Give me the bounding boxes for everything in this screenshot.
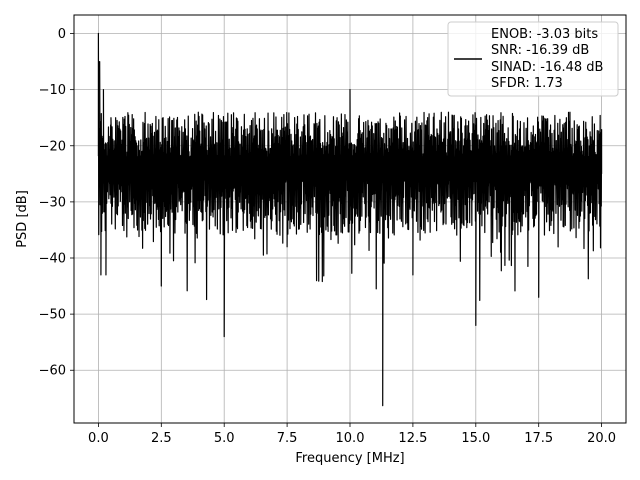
psd-series-line	[97, 32, 603, 407]
y-tick-label: 0	[58, 27, 66, 42]
y-axis-ticks: 0 −10 −20 −30 −40 −50 −60	[39, 27, 74, 379]
legend-snr: SNR: -16.39 dB	[491, 43, 589, 58]
y-tick-label: −40	[39, 252, 66, 267]
x-tick-label: 15.0	[461, 431, 490, 446]
y-tick-label: −60	[39, 364, 66, 379]
x-tick-label: 12.5	[398, 431, 427, 446]
x-tick-label: 20.0	[587, 431, 616, 446]
series-layer	[97, 32, 603, 407]
x-tick-label: 2.5	[151, 431, 172, 446]
y-tick-label: −20	[39, 139, 66, 154]
legend-sinad: SINAD: -16.48 dB	[491, 60, 603, 75]
x-axis-title: Frequency [MHz]	[295, 451, 404, 466]
y-tick-label: −10	[39, 83, 66, 98]
y-tick-label: −50	[39, 308, 66, 323]
legend: ENOB: -3.03 bits SNR: -16.39 dB SINAD: -…	[447, 21, 619, 97]
y-tick-label: −30	[39, 195, 66, 210]
x-tick-label: 10.0	[336, 431, 365, 446]
x-tick-label: 17.5	[524, 431, 553, 446]
x-tick-label: 7.5	[277, 431, 298, 446]
x-axis-ticks: 0.0 2.5 5.0 7.5 10.0 12.5 15.0 17.5 20.0	[88, 423, 616, 446]
y-axis-title: PSD [dB]	[15, 190, 30, 248]
x-tick-label: 0.0	[88, 431, 109, 446]
legend-enob: ENOB: -3.03 bits	[491, 27, 598, 42]
x-tick-label: 5.0	[214, 431, 235, 446]
legend-sfdr: SFDR: 1.73	[491, 76, 563, 91]
legend-frame	[447, 21, 619, 97]
